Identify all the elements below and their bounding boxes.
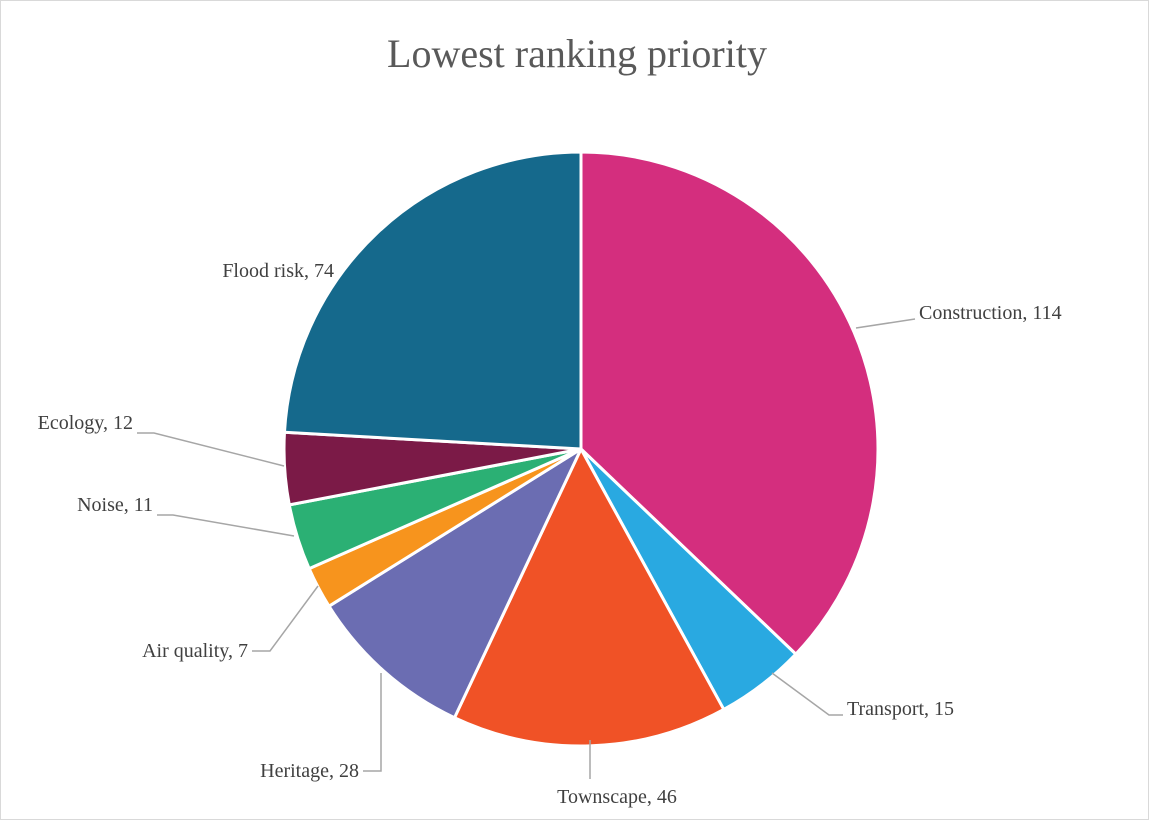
pie-slice-heritage [327,447,583,720]
data-label-construction: Construction, 114 [919,302,1062,324]
data-labels: Construction, 114 Transport, 15 Townscape,… [38,260,1062,808]
leader-line-construction [855,318,916,329]
data-label-flood-risk: Flood risk, 74 [222,260,334,282]
pie-slice-flood-risk [282,150,583,451]
data-label-transport: Transport, 15 [847,698,954,720]
data-label-noise: Noise, 11 [77,494,153,516]
leader-line-noise [157,514,295,537]
data-label-townscape: Townscape, 46 [557,786,677,808]
leader-line-heritage [363,673,382,772]
leader-line-transport [771,672,843,716]
data-label-air-quality: Air quality, 7 [142,640,248,662]
data-label-ecology: Ecology, 12 [38,412,133,434]
pie-slices [282,150,880,748]
chart-title: Lowest ranking priority [387,31,767,76]
pie-slice-construction [579,150,880,656]
leader-line-ecology [137,432,285,467]
leader-line-air-quality [252,585,319,652]
leader-lines [137,318,916,779]
data-label-heritage: Heritage, 28 [260,760,359,782]
